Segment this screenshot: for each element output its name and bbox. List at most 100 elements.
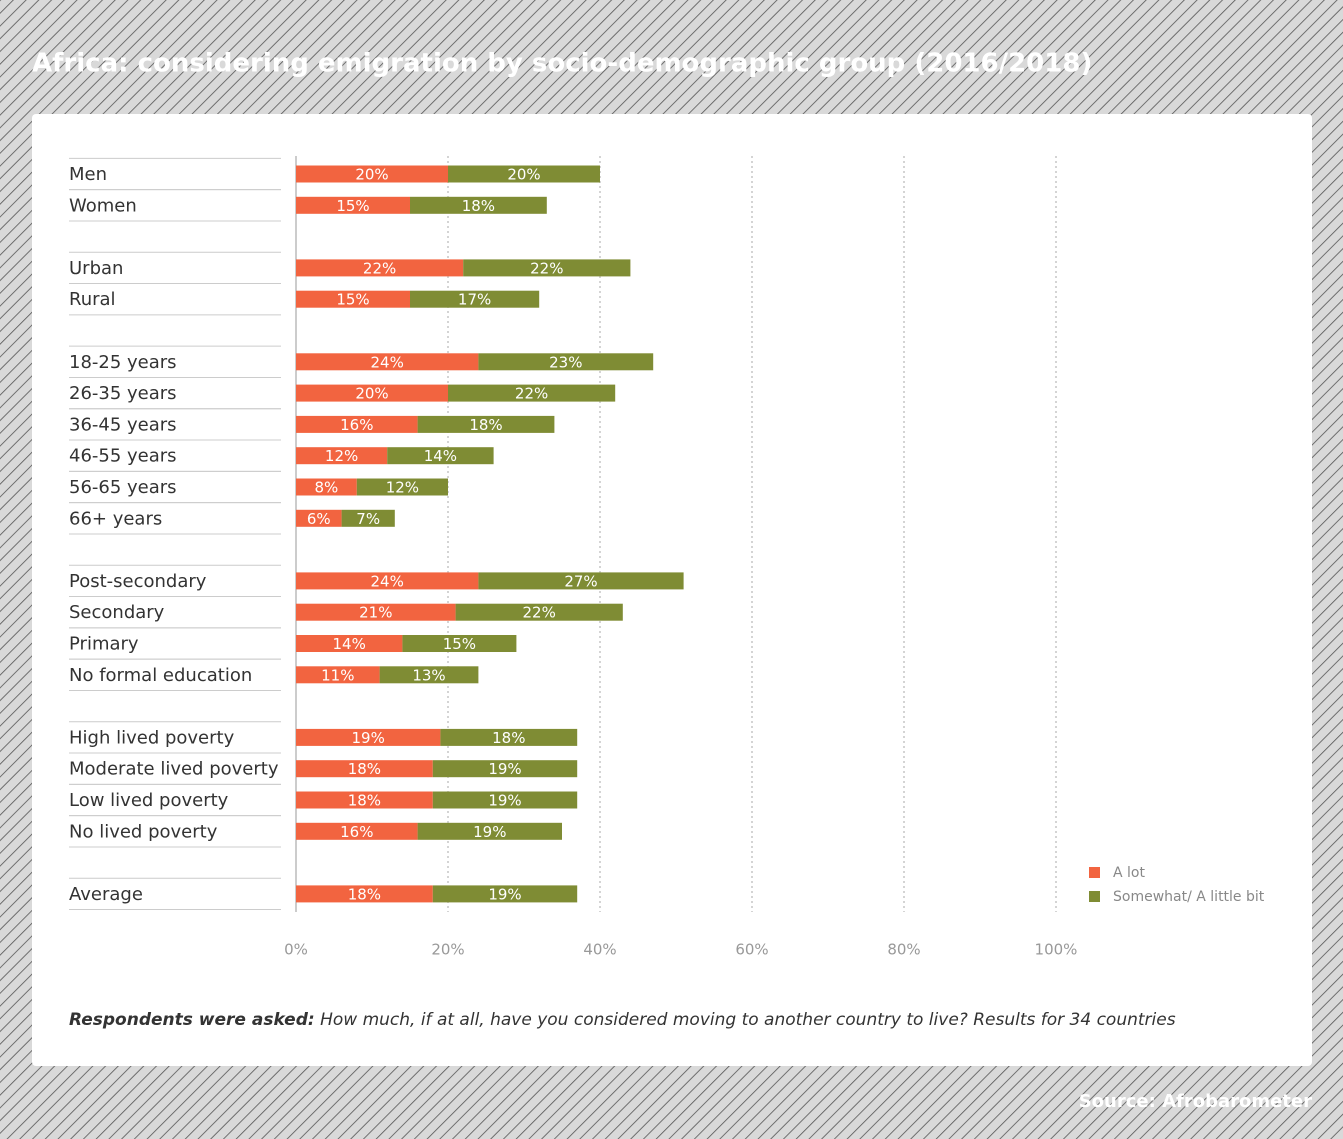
legend-label: Somewhat/ A little bit: [1113, 889, 1265, 905]
value-label: 12%: [325, 447, 358, 465]
category-label: 18-25 years: [69, 352, 177, 373]
value-label: 12%: [386, 479, 419, 497]
category-label: Moderate lived poverty: [69, 759, 279, 780]
bar-segment: [402, 635, 517, 652]
value-label: 23%: [549, 353, 582, 371]
bar-segment: [296, 290, 410, 308]
bar-segment: [463, 259, 631, 277]
bar-segment: [296, 384, 448, 402]
value-label: 20%: [507, 166, 540, 184]
value-label: 16%: [340, 416, 373, 434]
bar-segment: [296, 165, 448, 183]
bar-segment: [387, 447, 494, 465]
bar-segment: [296, 196, 410, 214]
category-label: Low lived poverty: [69, 790, 229, 811]
bar-segment: [296, 791, 433, 809]
bar-segment: [296, 478, 357, 496]
legend-label: A lot: [1113, 865, 1145, 881]
value-label: 14%: [333, 635, 366, 653]
bar-segment: [417, 822, 562, 840]
value-label: 19%: [352, 729, 385, 747]
bar-segment: [296, 603, 456, 621]
category-label: No lived poverty: [69, 821, 218, 842]
value-label: 22%: [523, 604, 556, 622]
bar-segment: [448, 165, 600, 183]
value-label: 17%: [458, 291, 491, 309]
value-label: 15%: [336, 197, 369, 215]
value-label: 21%: [359, 604, 392, 622]
category-label: Post-secondary: [69, 571, 207, 592]
x-tick-label: 60%: [735, 941, 768, 959]
bar-segment: [448, 384, 616, 402]
category-label: 26-35 years: [69, 383, 177, 404]
bar-segment: [296, 353, 479, 371]
value-label: 11%: [321, 666, 354, 684]
legend-swatch: [1089, 891, 1100, 902]
value-label: 18%: [348, 760, 381, 778]
bar-segment: [432, 885, 578, 903]
bar-segment: [478, 572, 684, 590]
bar-segment: [296, 447, 388, 465]
category-label: Secondary: [69, 602, 165, 623]
x-tick-label: 0%: [284, 941, 308, 959]
panel: [32, 114, 1312, 1066]
footnote-text: How much, if at all, have you considered…: [320, 1010, 1176, 1030]
bar-segment: [296, 415, 418, 433]
bar-segment: [410, 290, 540, 308]
value-label: 19%: [473, 823, 506, 841]
category-label: Women: [69, 195, 137, 216]
value-label: 18%: [469, 416, 502, 434]
legend-swatch: [1089, 867, 1100, 878]
footnote-lead: Respondents were asked:: [69, 1010, 315, 1030]
value-label: 20%: [355, 385, 388, 403]
bar-segment: [440, 728, 578, 746]
bar-segment: [478, 353, 654, 371]
value-label: 24%: [371, 572, 404, 590]
bar-segment: [432, 760, 578, 778]
bar-segment: [296, 885, 433, 903]
x-tick-label: 20%: [431, 941, 464, 959]
bar-segment: [455, 603, 623, 621]
category-label: 46-55 years: [69, 446, 177, 467]
value-label: 18%: [348, 792, 381, 810]
value-label: 22%: [515, 385, 548, 403]
footnote: Respondents were asked: How much, if at …: [69, 1010, 1176, 1030]
value-label: 15%: [443, 635, 476, 653]
bar-segment: [296, 635, 403, 652]
value-label: 20%: [355, 166, 388, 184]
category-label: No formal education: [69, 665, 252, 686]
value-label: 7%: [356, 510, 380, 528]
value-label: 15%: [336, 291, 369, 309]
value-label: 19%: [488, 760, 521, 778]
value-label: 6%: [307, 510, 331, 528]
x-tick-label: 80%: [887, 941, 920, 959]
value-label: 18%: [462, 197, 495, 215]
x-tick-label: 40%: [583, 941, 616, 959]
category-label: Urban: [69, 258, 123, 279]
category-label: Average: [69, 884, 143, 905]
chart-title: Africa: considering emigration by socio-…: [32, 49, 1092, 79]
bar-segment: [417, 415, 555, 433]
value-label: 8%: [315, 479, 339, 497]
value-label: 24%: [371, 353, 404, 371]
value-label: 27%: [564, 572, 597, 590]
bar-segment: [296, 509, 342, 527]
category-label: 36-45 years: [69, 414, 177, 435]
value-label: 22%: [530, 259, 563, 277]
bar-segment: [410, 196, 547, 214]
x-tick-label: 100%: [1035, 941, 1078, 959]
value-label: 18%: [348, 885, 381, 903]
value-label: 14%: [424, 447, 457, 465]
bar-segment: [296, 259, 464, 277]
category-label: Men: [69, 164, 107, 185]
category-label: Primary: [69, 634, 139, 655]
bar-segment: [296, 760, 433, 778]
bar-segment: [356, 478, 448, 496]
category-label: 56-65 years: [69, 477, 177, 498]
source: Source: Afrobarometer: [1079, 1091, 1312, 1112]
bar-segment: [296, 728, 441, 746]
value-label: 16%: [340, 823, 373, 841]
bar-segment: [296, 572, 479, 590]
bar-segment: [432, 791, 578, 809]
